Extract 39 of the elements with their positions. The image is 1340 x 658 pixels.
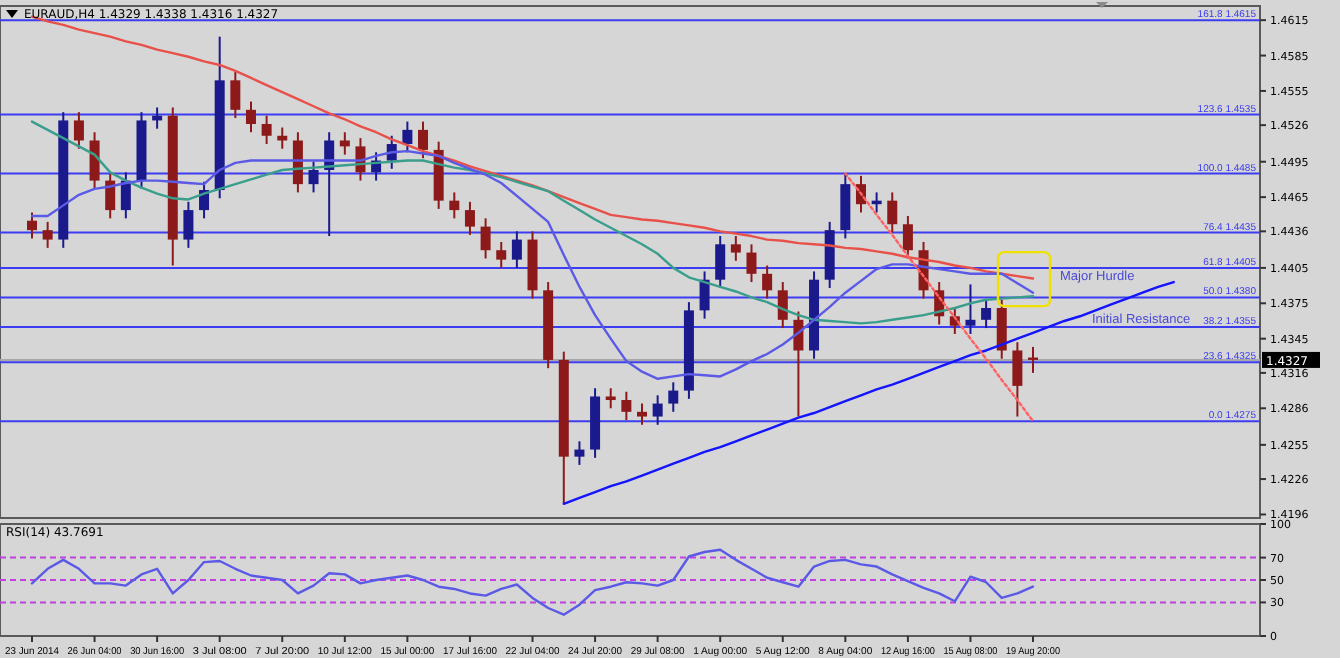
candlestick bbox=[105, 171, 116, 220]
candlestick bbox=[605, 387, 616, 410]
candlestick bbox=[261, 114, 272, 146]
candlestick bbox=[339, 131, 350, 156]
candlestick bbox=[981, 298, 992, 330]
candlestick bbox=[621, 390, 632, 422]
line-series bbox=[844, 172, 1035, 423]
candlestick bbox=[965, 283, 976, 335]
candlestick bbox=[73, 111, 84, 150]
candlestick bbox=[762, 264, 773, 300]
candlestick bbox=[1012, 341, 1023, 418]
candlestick bbox=[496, 240, 507, 269]
candlestick bbox=[42, 220, 53, 249]
candlestick bbox=[715, 235, 726, 289]
candlestick bbox=[511, 230, 522, 269]
candlestick bbox=[480, 217, 491, 260]
candlestick bbox=[840, 172, 851, 240]
line-series bbox=[30, 548, 1035, 616]
candlestick bbox=[887, 191, 898, 234]
candlestick bbox=[902, 214, 913, 260]
candlestick bbox=[668, 381, 679, 413]
candlestick bbox=[89, 131, 100, 190]
candlestick bbox=[245, 100, 256, 134]
candlestick bbox=[402, 120, 413, 154]
candlestick bbox=[449, 191, 460, 220]
candlestick bbox=[574, 440, 585, 466]
candlestick bbox=[746, 243, 757, 284]
candlestick bbox=[27, 211, 37, 240]
candlestick bbox=[730, 235, 741, 262]
candlestick bbox=[637, 402, 647, 426]
candlestick bbox=[418, 120, 429, 160]
candlestick bbox=[464, 200, 475, 236]
candlestick bbox=[699, 270, 710, 320]
candlestick bbox=[230, 71, 241, 120]
candlestick bbox=[183, 200, 194, 249]
candlestick bbox=[996, 298, 1007, 360]
candlestick bbox=[308, 160, 319, 194]
candlestick bbox=[777, 281, 788, 330]
candlestick bbox=[652, 394, 663, 426]
